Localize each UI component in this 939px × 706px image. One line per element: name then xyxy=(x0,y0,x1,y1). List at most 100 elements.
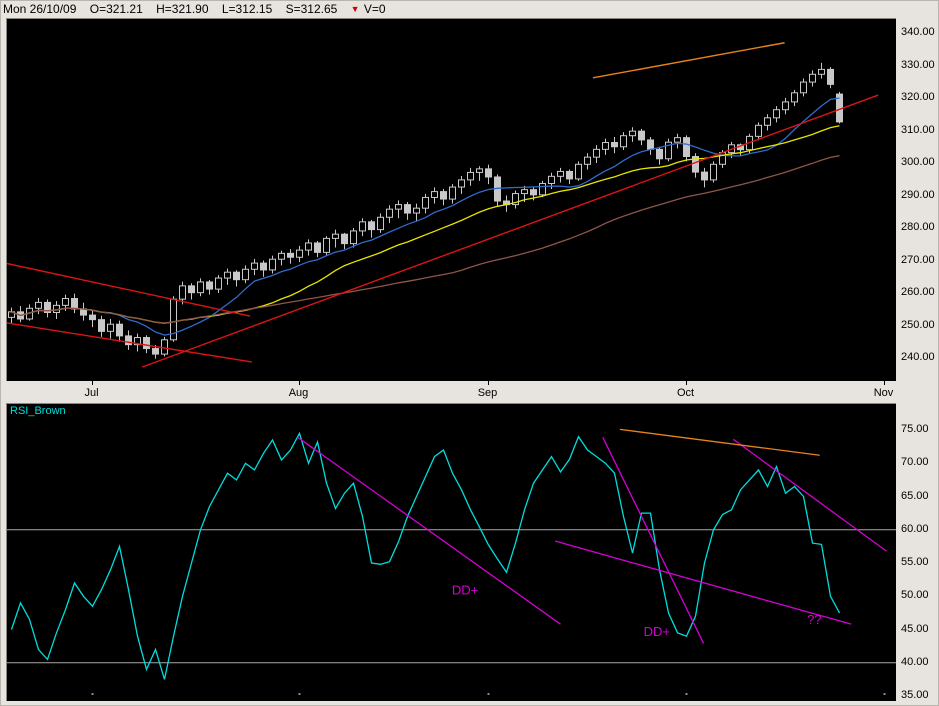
divergence-long xyxy=(554,540,852,625)
candle xyxy=(386,208,393,218)
rsi-gridlines xyxy=(7,529,897,664)
candle xyxy=(548,175,555,184)
candle xyxy=(449,186,456,200)
candle xyxy=(287,252,294,258)
time-axis: Jul Aug Sep Oct Nov xyxy=(1,381,938,403)
candle xyxy=(251,262,258,270)
candle xyxy=(683,137,690,158)
quote-low: L=312.15 xyxy=(221,2,273,16)
upper-resistance xyxy=(592,42,785,79)
candle xyxy=(422,196,429,209)
down-triangle-icon: ▼ xyxy=(350,4,360,14)
month-label-sep: Sep xyxy=(477,387,498,399)
candle xyxy=(521,189,528,195)
candle xyxy=(647,139,654,150)
candle xyxy=(431,191,438,198)
price-chart-plot-area[interactable] xyxy=(6,18,897,382)
rsi-trendlines xyxy=(297,428,887,644)
month-tick xyxy=(487,381,489,385)
candle xyxy=(674,137,681,143)
candle xyxy=(296,249,303,258)
candle xyxy=(818,68,825,75)
candle xyxy=(764,117,771,126)
candle xyxy=(62,298,69,306)
candle xyxy=(773,109,780,119)
price-axis-label: 280.00 xyxy=(901,221,935,233)
candle xyxy=(665,141,672,160)
candle xyxy=(305,242,312,251)
price-axis-label: 250.00 xyxy=(901,318,935,331)
quote-high: H=321.90 xyxy=(156,2,209,16)
month-dot xyxy=(883,693,886,695)
rsi-curve xyxy=(10,431,841,680)
candle xyxy=(125,335,132,346)
quote-settle: S=312.65 xyxy=(285,2,338,16)
candle xyxy=(476,168,483,173)
candle xyxy=(440,191,447,200)
annotation-label: DD+ xyxy=(644,624,670,639)
price-axis-label: 260.00 xyxy=(901,286,935,298)
quote-date: Mon 26/10/09 xyxy=(3,2,77,16)
candle xyxy=(755,124,762,137)
rsi-axis-label: 70.00 xyxy=(901,456,929,469)
candle xyxy=(656,148,663,160)
price-axis-label: 340.00 xyxy=(901,26,935,38)
candle xyxy=(44,301,51,313)
price-axis-label: 240.00 xyxy=(901,351,935,363)
candles-layer xyxy=(8,62,843,359)
rsi-annotations: DD+ DD+?? xyxy=(452,582,822,639)
rsi-axis-label: 35.00 xyxy=(901,689,929,701)
month-dot xyxy=(298,693,301,695)
candle xyxy=(98,319,105,332)
candle xyxy=(602,142,609,150)
candle xyxy=(197,281,204,294)
candle xyxy=(377,216,384,231)
quote-volume: V=0 xyxy=(363,2,386,16)
quote-titlebar: Mon 26/10/09 O=321.21 H=321.90 L=312.15 … xyxy=(1,1,938,18)
candle xyxy=(782,101,789,111)
candle xyxy=(395,204,402,210)
candle xyxy=(89,314,96,321)
bottom-strip xyxy=(1,701,938,705)
candle xyxy=(332,233,339,239)
slow-ma-line xyxy=(11,155,840,324)
candle xyxy=(638,130,645,141)
price-axis-label: 320.00 xyxy=(901,91,935,103)
candle xyxy=(584,156,591,165)
candle xyxy=(593,148,600,158)
candle xyxy=(260,262,267,271)
price-axis-label: 300.00 xyxy=(901,156,935,168)
candle xyxy=(188,285,195,294)
rsi-axis-label: 65.00 xyxy=(901,489,929,502)
candle xyxy=(224,271,231,279)
candle xyxy=(134,337,141,346)
orange-divergence xyxy=(619,428,820,456)
candle xyxy=(179,285,186,300)
rsi-canvas: DD+ DD+?? xyxy=(7,428,897,695)
rsi-plot-area[interactable]: RSI_Brown DD+ DD+?? xyxy=(6,403,897,702)
candle xyxy=(71,298,78,310)
candle xyxy=(323,237,330,253)
rising-support xyxy=(141,94,879,368)
month-label-nov: Nov xyxy=(873,387,894,399)
month-label-oct: Oct xyxy=(676,387,695,399)
candle xyxy=(539,182,546,196)
rsi-axis-label: 60.00 xyxy=(901,522,929,535)
price-axis-label: 270.00 xyxy=(901,253,935,266)
candle xyxy=(800,81,807,94)
candle xyxy=(233,271,240,281)
price-axis-label: 290.00 xyxy=(901,188,935,201)
annotation-label: DD+ xyxy=(452,582,478,597)
annotation-label: ?? xyxy=(807,612,821,627)
candle xyxy=(485,168,492,178)
candle xyxy=(350,230,357,245)
month-tick xyxy=(883,381,885,385)
price-chart-canvas xyxy=(7,42,879,368)
quote-open: O=321.21 xyxy=(89,2,143,16)
candle xyxy=(152,348,159,355)
month-tick xyxy=(298,381,300,385)
candle xyxy=(530,189,537,196)
candle xyxy=(278,252,285,260)
candle xyxy=(35,301,42,309)
